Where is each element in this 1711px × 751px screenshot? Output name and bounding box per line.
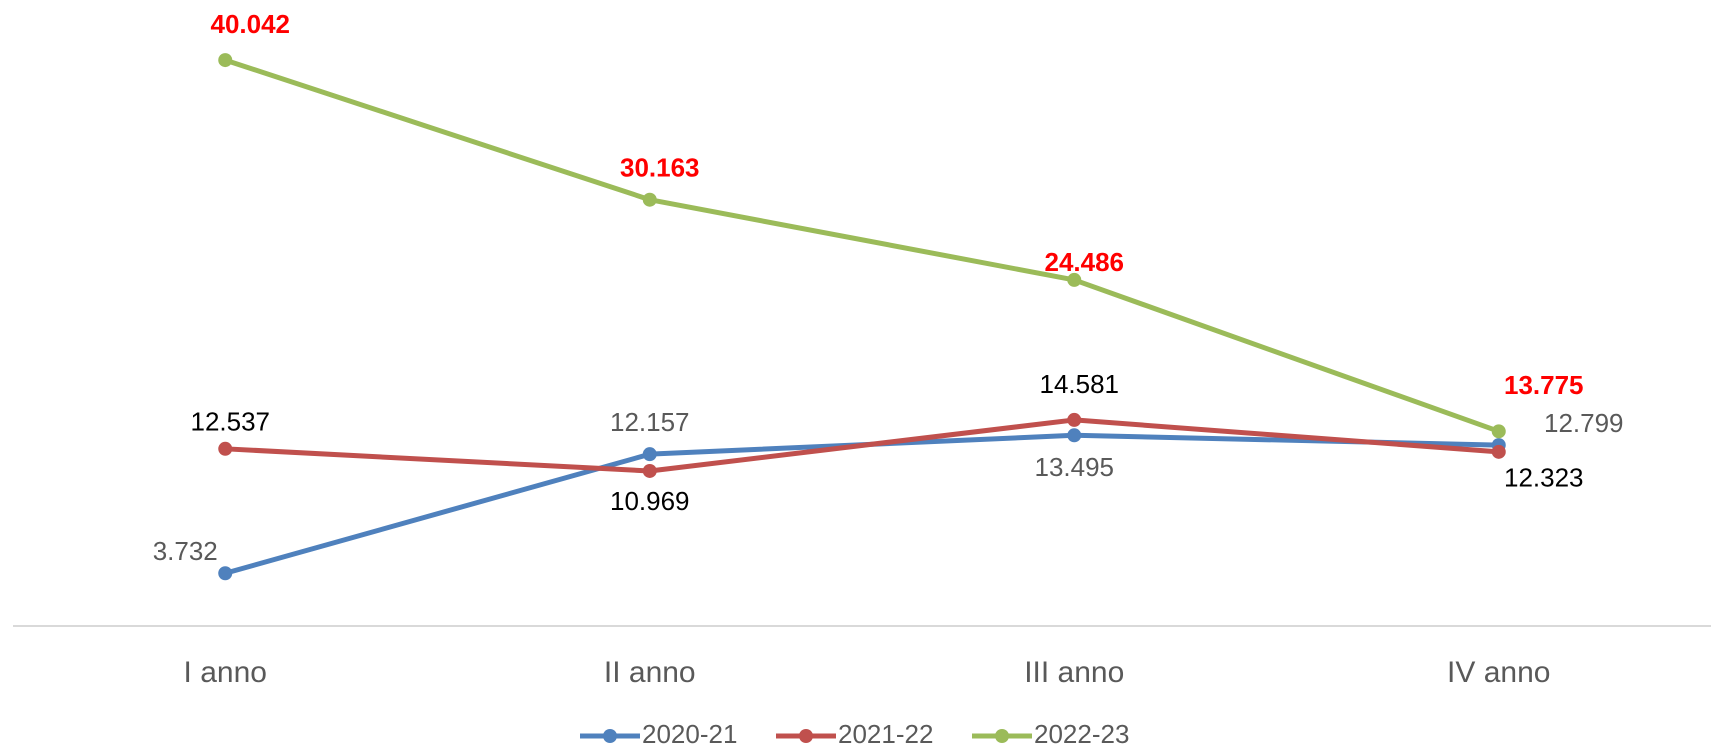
- data-point: [218, 566, 233, 581]
- legend-marker: [603, 729, 617, 743]
- data-label: 10.969: [610, 486, 690, 516]
- legend-marker: [799, 729, 813, 743]
- data-point: [218, 441, 233, 456]
- data-label: 12.323: [1504, 463, 1584, 493]
- x-tick-label: I anno: [184, 656, 267, 689]
- legend-label: 2020-21: [642, 719, 737, 749]
- legend-label: 2021-22: [838, 719, 933, 749]
- legend-marker: [995, 729, 1009, 743]
- data-point: [642, 463, 657, 478]
- data-point: [642, 447, 657, 462]
- data-label: 13.775: [1504, 370, 1584, 400]
- data-point: [1067, 272, 1082, 287]
- data-label: 30.163: [620, 153, 700, 183]
- data-label: 14.581: [1039, 369, 1119, 399]
- data-label: 3.732: [153, 536, 218, 566]
- data-point: [1067, 428, 1082, 443]
- series-line: [225, 417, 1499, 474]
- x-tick-label: IV anno: [1447, 656, 1550, 689]
- data-point: [218, 53, 233, 68]
- data-label: 12.157: [610, 407, 690, 437]
- data-label: 24.486: [1044, 247, 1124, 277]
- legend-label: 2022-23: [1034, 719, 1129, 749]
- x-tick-label: II anno: [604, 656, 696, 689]
- data-point: [1491, 444, 1506, 459]
- data-point: [642, 192, 657, 207]
- data-point: [1067, 412, 1082, 427]
- data-label: 12.537: [190, 407, 270, 437]
- data-label: 13.495: [1034, 452, 1114, 482]
- data-label: 12.799: [1544, 408, 1624, 438]
- data-point: [1491, 424, 1506, 439]
- data-label: 40.042: [210, 9, 290, 39]
- x-tick-label: III anno: [1024, 656, 1124, 689]
- series-line: [224, 57, 1500, 434]
- series-line: [224, 432, 1499, 576]
